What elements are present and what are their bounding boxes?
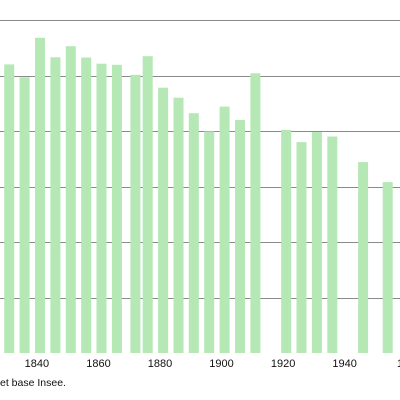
- bar-1876: [142, 56, 153, 353]
- bar-1846: [50, 57, 61, 354]
- bar-1886: [173, 97, 184, 353]
- bar-1881: [158, 87, 169, 353]
- source-note: et base Insee.: [0, 377, 66, 389]
- bar-1901: [219, 106, 230, 353]
- bar-1836: [19, 77, 30, 354]
- bar-1921: [281, 129, 292, 353]
- bar-1911: [250, 73, 261, 354]
- bar-1841: [35, 37, 45, 354]
- bar-1936: [327, 136, 338, 353]
- bar-1866: [111, 64, 122, 354]
- bar-1831: [4, 64, 15, 354]
- x-tick-label: 1860: [86, 358, 110, 370]
- x-tick-label: 1900: [209, 358, 233, 370]
- bar-1872: [130, 74, 141, 354]
- x-tick-label: 1940: [332, 358, 356, 370]
- bar-1851: [65, 46, 76, 353]
- bar-1861: [96, 63, 107, 353]
- x-tick-label: 1880: [148, 358, 172, 370]
- bar-1906: [235, 119, 245, 354]
- x-axis: 1840 1860 1880 1900 1920 1940 1: [25, 358, 400, 370]
- x-tick-label: 1920: [271, 358, 295, 370]
- x-tick-label-clipped: 1: [397, 358, 400, 370]
- bar-1946: [358, 162, 369, 353]
- bar-1896: [204, 131, 215, 353]
- bar-1926: [296, 142, 307, 353]
- bars: [4, 37, 393, 354]
- bar-1931: [311, 132, 322, 353]
- x-tick-label: 1840: [25, 358, 49, 370]
- bar-1954: [382, 182, 393, 353]
- bar-1891: [188, 113, 199, 353]
- bar-1856: [81, 57, 92, 353]
